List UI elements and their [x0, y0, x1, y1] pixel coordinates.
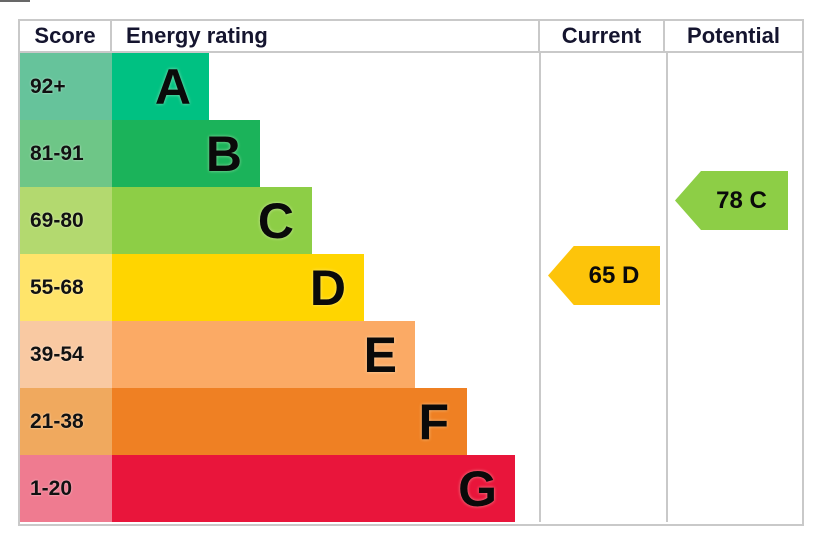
band-bar-c: C	[112, 187, 312, 254]
band-letter-d: D	[309, 259, 346, 316]
rating-bands-area: 92+ A 81-91 B 69-80 C 55-68 D 39-54 E	[20, 53, 539, 522]
band-row-b: 81-91 B	[20, 120, 539, 187]
band-bar-f: F	[112, 388, 467, 455]
band-letter-g: G	[458, 460, 497, 517]
band-row-c: 69-80 C	[20, 187, 539, 254]
band-letter-f: F	[418, 393, 449, 450]
epc-table: Score Energy rating Current Potential 92…	[18, 19, 804, 526]
band-bar-d: D	[112, 254, 364, 321]
band-letter-b: B	[205, 125, 242, 182]
score-range-a: 92+	[20, 53, 112, 120]
score-range-d: 55-68	[20, 254, 112, 321]
score-range-b: 81-91	[20, 120, 112, 187]
screenshot-edge-artifact	[0, 0, 30, 2]
score-range-f: 21-38	[20, 388, 112, 455]
band-row-a: 92+ A	[20, 53, 539, 120]
header-current: Current	[540, 21, 665, 51]
header-potential: Potential	[687, 23, 780, 48]
band-row-f: 21-38 F	[20, 388, 539, 455]
band-bar-a: A	[112, 53, 209, 120]
band-bar-g: G	[112, 455, 515, 522]
potential-column	[666, 53, 802, 522]
potential-rating-arrow: 78 C	[675, 171, 788, 230]
band-bar-b: B	[112, 120, 260, 187]
current-column	[539, 53, 666, 522]
band-letter-e: E	[363, 326, 397, 383]
table-body: 92+ A 81-91 B 69-80 C 55-68 D 39-54 E	[20, 53, 802, 522]
header-score: Score	[20, 21, 112, 51]
band-letter-c: C	[257, 192, 294, 249]
band-row-g: 1-20 G	[20, 455, 539, 522]
band-bar-e: E	[112, 321, 415, 388]
current-rating-arrow: 65 D	[548, 246, 660, 305]
score-range-g: 1-20	[20, 455, 112, 522]
band-row-d: 55-68 D	[20, 254, 539, 321]
score-range-e: 39-54	[20, 321, 112, 388]
band-row-e: 39-54 E	[20, 321, 539, 388]
table-header-row: Score Energy rating Current Potential	[20, 21, 802, 53]
potential-rating-label: 78 C	[716, 186, 767, 214]
score-range-c: 69-80	[20, 187, 112, 254]
band-letter-a: A	[154, 58, 191, 115]
header-energy-rating: Energy rating	[112, 21, 540, 51]
current-rating-label: 65 D	[588, 261, 640, 289]
